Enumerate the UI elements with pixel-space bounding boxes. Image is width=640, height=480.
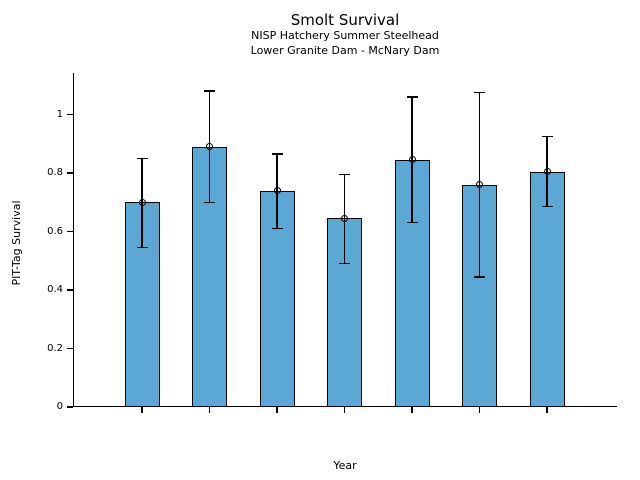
point-marker-2016 bbox=[543, 168, 551, 176]
y-axis-spine bbox=[73, 73, 75, 407]
point-marker-2011 bbox=[206, 143, 213, 151]
x-tick-mark-2016 bbox=[546, 407, 548, 413]
point-marker-2015 bbox=[476, 181, 483, 189]
x-tick-mark-2014 bbox=[411, 407, 413, 413]
point-marker-2010 bbox=[138, 198, 146, 206]
x-tick-mark-2015 bbox=[478, 407, 481, 413]
bar-2016 bbox=[529, 171, 565, 407]
error-cap-high-2015 bbox=[474, 91, 485, 94]
error-cap-high-2013 bbox=[339, 173, 350, 176]
y-tick-mark-0.8 bbox=[67, 172, 73, 174]
y-tick-label-1: 1 bbox=[56, 108, 63, 120]
y-tick-mark-0.4 bbox=[67, 289, 73, 291]
x-axis-label: Year bbox=[333, 459, 357, 472]
point-marker-2012 bbox=[273, 187, 281, 195]
y-tick-label-0: 0 bbox=[56, 401, 63, 412]
y-tick-label-0.2: 0.2 bbox=[47, 342, 63, 354]
x-tick-mark-2010 bbox=[141, 407, 143, 413]
point-marker-2014 bbox=[408, 156, 416, 164]
error-cap-high-2016 bbox=[541, 135, 553, 138]
y-tick-label-0.8: 0.8 bbox=[47, 167, 63, 178]
y-tick-mark-1 bbox=[67, 113, 73, 116]
error-cap-low-2016 bbox=[541, 205, 553, 208]
error-cap-low-2015 bbox=[474, 276, 485, 278]
y-tick-mark-0.2 bbox=[67, 347, 73, 350]
y-axis-label: PIT-Tag Survival bbox=[10, 200, 23, 286]
point-marker-2013 bbox=[341, 214, 348, 222]
x-tick-mark-2011 bbox=[208, 407, 211, 413]
error-cap-low-2010 bbox=[136, 246, 148, 249]
chart-title: Smolt Survival bbox=[290, 11, 400, 29]
plot-area: 00.20.40.60.8120102011201220132014201520… bbox=[47, 73, 617, 413]
error-cap-low-2012 bbox=[271, 227, 283, 230]
error-cap-high-2012 bbox=[271, 153, 283, 155]
y-tick-mark-0.6 bbox=[67, 230, 73, 233]
chart-subtitle-line2: Lower Granite Dam - McNary Dam bbox=[250, 44, 440, 57]
error-cap-low-2013 bbox=[339, 262, 350, 265]
error-cap-low-2014 bbox=[406, 221, 418, 224]
error-cap-low-2011 bbox=[204, 201, 215, 203]
error-cap-high-2011 bbox=[204, 90, 215, 92]
x-tick-mark-2012 bbox=[276, 407, 278, 413]
error-cap-high-2014 bbox=[406, 96, 418, 98]
y-tick-label-0.4: 0.4 bbox=[47, 284, 63, 295]
y-tick-mark-0 bbox=[67, 406, 73, 408]
chart-subtitle-line1: NISP Hatchery Summer Steelhead bbox=[251, 29, 439, 42]
x-tick-mark-2013 bbox=[343, 407, 346, 413]
error-cap-high-2010 bbox=[136, 157, 148, 160]
y-tick-label-0.6: 0.6 bbox=[47, 225, 63, 237]
